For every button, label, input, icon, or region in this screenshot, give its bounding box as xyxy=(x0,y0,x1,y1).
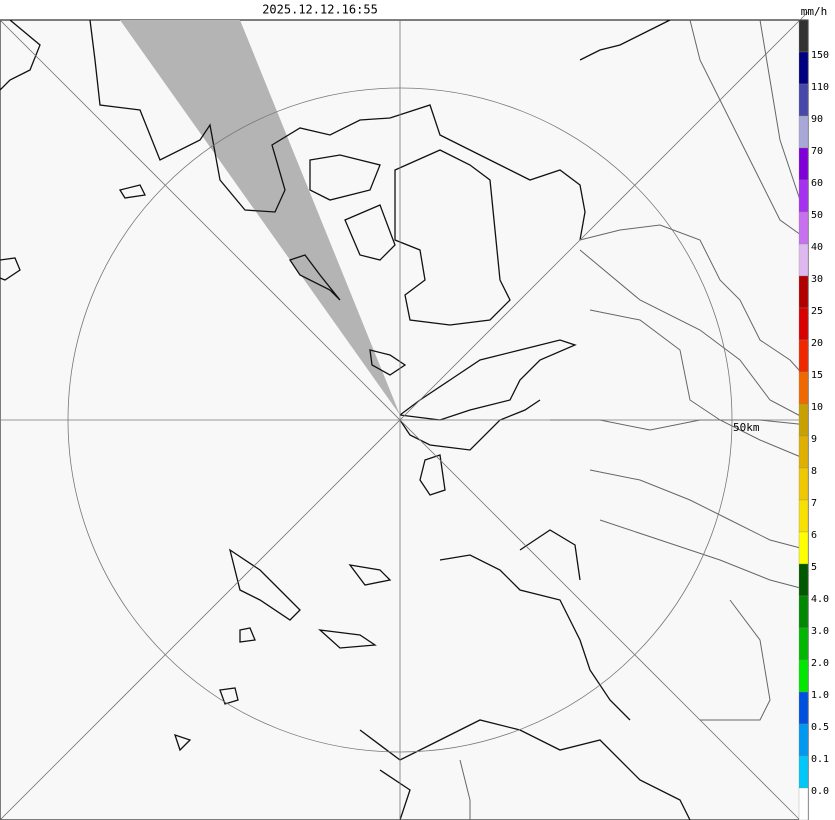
legend-swatch xyxy=(798,147,809,181)
unit-label: mm/h xyxy=(801,5,828,18)
legend-swatch xyxy=(798,83,809,117)
legend-label: 70 xyxy=(811,146,823,157)
legend-swatch xyxy=(798,723,809,757)
legend-swatch xyxy=(798,19,809,53)
legend-swatch xyxy=(798,243,809,277)
legend-label: 4.0 xyxy=(811,594,829,605)
color-legend: 150 110 90 70 60 50 40 30 25 20 15 10 9 8 7 6 5 4.0 3.0 2.0… xyxy=(798,19,829,820)
legend-label: 3.0 xyxy=(811,626,829,637)
legend-label: 0.1 xyxy=(811,754,829,765)
legend-label: 25 xyxy=(811,306,823,317)
legend-swatch xyxy=(798,371,809,405)
admin-borders xyxy=(459,19,809,820)
legend-swatch xyxy=(798,339,809,373)
legend-label: 8 xyxy=(811,466,817,477)
legend-label: 60 xyxy=(811,178,823,189)
legend-label: 30 xyxy=(811,274,823,285)
legend-swatch xyxy=(798,563,809,597)
legend-label: 10 xyxy=(811,402,823,413)
legend-label: 7 xyxy=(811,498,817,509)
legend-label: 150 xyxy=(811,50,829,61)
legend-swatch xyxy=(798,435,809,469)
legend-swatch xyxy=(798,51,809,85)
legend-label: 5 xyxy=(811,562,817,573)
timestamp: 2025.12.12.16:55 xyxy=(262,3,378,17)
legend-label: 20 xyxy=(811,338,823,349)
legend-swatch xyxy=(798,115,809,149)
legend-swatch xyxy=(798,403,809,437)
range-label: 50km xyxy=(733,421,760,434)
legend-swatch xyxy=(798,595,809,629)
blocked-sector xyxy=(120,20,400,415)
legend-swatch xyxy=(798,179,809,213)
legend-swatch xyxy=(798,691,809,725)
range-guides xyxy=(0,11,809,820)
legend-swatch xyxy=(798,499,809,533)
legend-label: 90 xyxy=(811,114,823,125)
legend-label: 0.0 xyxy=(811,786,829,797)
legend-swatch xyxy=(798,787,809,820)
legend-label: 2.0 xyxy=(811,658,829,669)
legend-label: 110 xyxy=(811,82,829,93)
legend-label: 40 xyxy=(811,242,823,253)
legend-swatch xyxy=(798,627,809,661)
legend-label: 1.0 xyxy=(811,690,829,701)
legend-swatch xyxy=(798,755,809,789)
legend-swatch xyxy=(798,275,809,309)
legend-label: 6 xyxy=(811,530,817,541)
legend-label: 9 xyxy=(811,434,817,445)
legend-label: 15 xyxy=(811,370,823,381)
legend-swatch xyxy=(798,659,809,693)
legend-swatch xyxy=(798,307,809,341)
legend-label: 0.5 xyxy=(811,722,829,733)
legend-swatch xyxy=(798,467,809,501)
legend-swatch xyxy=(798,211,809,245)
legend-swatch xyxy=(798,531,809,565)
legend-label: 50 xyxy=(811,210,823,221)
